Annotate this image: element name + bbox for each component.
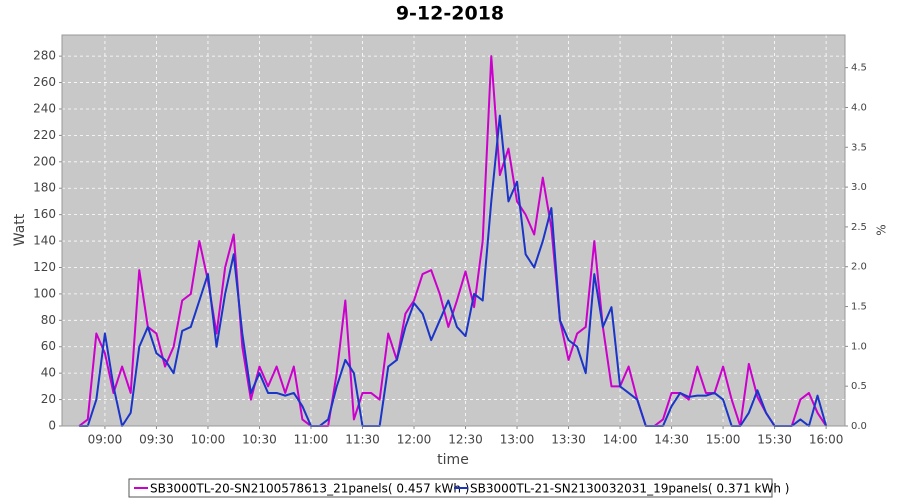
- plot-border: [61, 34, 846, 427]
- series-line: [79, 114, 828, 427]
- legend-label: SB3000TL-21-SN2130032031_19panels( 0.371…: [470, 482, 789, 496]
- x-tick-label: 14:30: [654, 433, 689, 447]
- legend-label: SB3000TL-20-SN2100578613_21panels( 0.457…: [150, 482, 469, 496]
- y-tick-label: 180: [33, 181, 56, 195]
- y2-tick-label: 4.5: [851, 63, 867, 74]
- x-tick-label: 12:30: [448, 433, 483, 447]
- x-tick-label: 16:00: [809, 433, 844, 447]
- y2-tick-label: 4.0: [851, 102, 867, 113]
- y-tick-label: 260: [33, 75, 56, 89]
- x-tick-label: 15:30: [757, 433, 792, 447]
- plot-area: [62, 35, 845, 426]
- y2-tick-label: 1.5: [851, 302, 867, 313]
- x-tick-label: 11:00: [294, 433, 329, 447]
- y2-tick-label: 3.5: [851, 142, 867, 153]
- y-tick-label: 100: [33, 286, 56, 300]
- x-tick-label: 11:30: [345, 433, 380, 447]
- y-tick-label: 240: [33, 101, 56, 115]
- x-tick-label: 10:00: [191, 433, 226, 447]
- y2-tick-label: 2.0: [851, 262, 867, 273]
- x-tick-label: 12:00: [397, 433, 432, 447]
- x-tick-label: 13:30: [551, 433, 586, 447]
- x-tick-label: 09:30: [139, 433, 174, 447]
- chart-title: 9-12-2018: [396, 3, 504, 25]
- legend: [128, 478, 773, 498]
- y-tick-label: 80: [41, 313, 56, 327]
- y2-tick-label: 2.5: [851, 222, 867, 233]
- y-axis-label: Watt: [12, 213, 28, 246]
- x-tick-label: 15:00: [706, 433, 741, 447]
- y-tick-label: 120: [33, 260, 56, 274]
- y-tick-label: 0: [48, 419, 56, 433]
- y-tick-label: 160: [33, 207, 56, 221]
- y-tick-label: 200: [33, 154, 56, 168]
- y2-tick-label: 1.0: [851, 341, 867, 352]
- x-tick-label: 13:00: [500, 433, 535, 447]
- y-tick-label: 60: [41, 339, 56, 353]
- y2-axis-label: %: [875, 224, 889, 235]
- y2-tick-label: 0.5: [851, 381, 867, 392]
- y-tick-label: 220: [33, 128, 56, 142]
- y2-tick-label: 0.0: [851, 421, 867, 432]
- x-axis-label: time: [437, 452, 469, 468]
- x-tick-label: 10:30: [242, 433, 277, 447]
- y-tick-label: 40: [41, 366, 56, 380]
- x-tick-label: 09:00: [88, 433, 123, 447]
- y-tick-label: 20: [41, 392, 56, 406]
- y-tick-label: 280: [33, 49, 56, 63]
- x-tick-label: 14:00: [603, 433, 638, 447]
- y-tick-label: 140: [33, 234, 56, 248]
- y2-tick-label: 3.0: [851, 182, 867, 193]
